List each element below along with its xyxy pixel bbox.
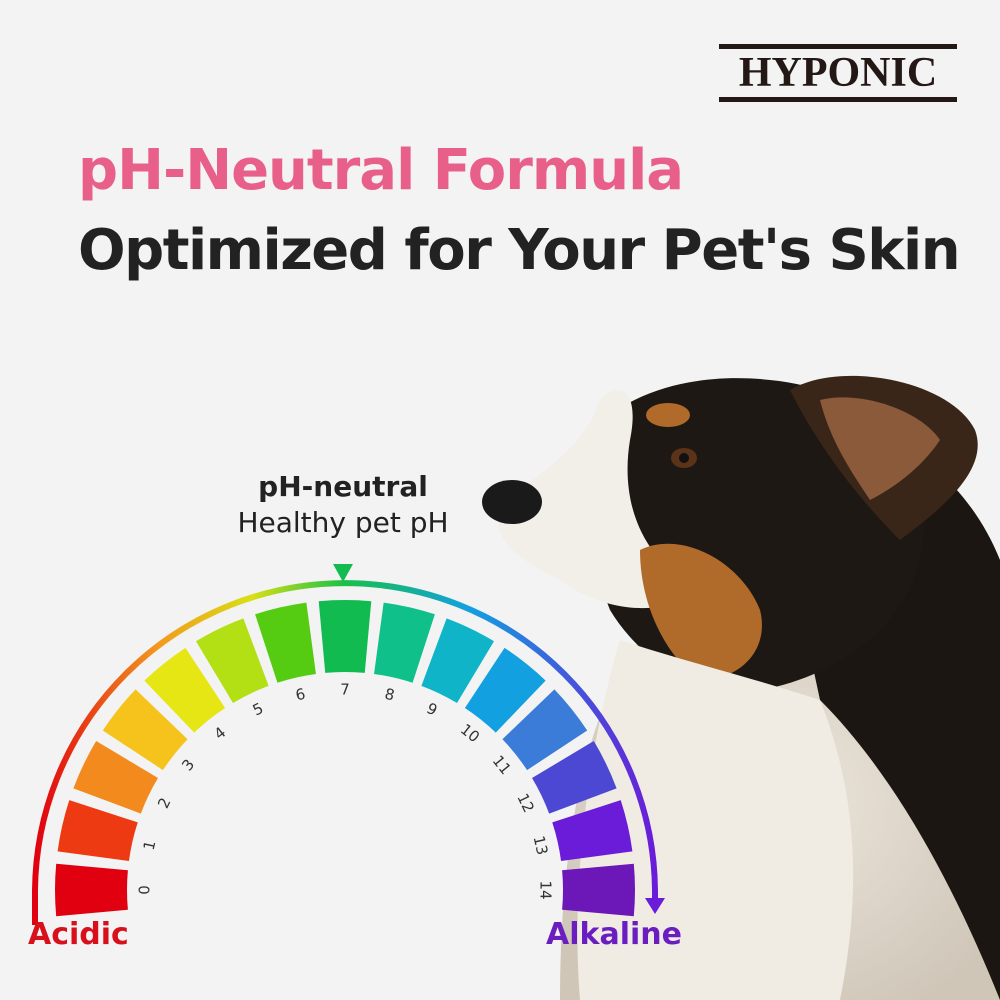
alkaline-label: Alkaline [546, 917, 682, 952]
logo-bottom-rule [719, 97, 957, 102]
ph-segment-2 [73, 741, 158, 814]
ph-segment-13 [552, 800, 633, 861]
logo-top-rule [719, 44, 957, 49]
ph-scale-label: 9 [424, 699, 440, 719]
ph-segment-7 [318, 600, 372, 673]
ph-scale-label: 4 [211, 723, 230, 743]
logo-text: HYPONIC [738, 50, 938, 96]
ph-segment-11 [502, 689, 588, 771]
brand-logo: HYPONIC [719, 44, 957, 102]
ph-segment-1 [57, 800, 138, 861]
marker-subtitle: Healthy pet pH [237, 506, 449, 539]
ph-segment-0 [54, 863, 128, 917]
ph-scale-label: 14 [537, 880, 555, 899]
ph-scale-label: 11 [489, 752, 515, 778]
ph-segment-4 [144, 647, 226, 733]
ph-segment-14 [562, 863, 635, 917]
ph-scale-label: 13 [530, 834, 552, 857]
ph-segment-3 [102, 689, 188, 771]
ph-scale-label: 6 [294, 685, 307, 705]
ph-scale-label: 7 [340, 681, 350, 699]
gauge-outer-arc [32, 580, 658, 925]
ph-segment-9 [421, 618, 494, 703]
ph-scale-label: 0 [136, 885, 154, 895]
ph-scale-label: 1 [140, 839, 160, 852]
headline-main: Optimized for Your Pet's Skin [78, 218, 961, 283]
ph-segment-10 [464, 647, 546, 733]
ph-scale-label: 10 [457, 720, 483, 746]
acidic-label: Acidic [28, 917, 129, 952]
arrow-head-icon [645, 898, 665, 914]
ph-scale-label: 12 [513, 790, 538, 815]
ph-scale-label: 2 [154, 795, 174, 811]
marker-title: pH-neutral [258, 470, 428, 503]
ph-segment-12 [532, 741, 617, 814]
ph-scale-label: 3 [178, 756, 198, 775]
ph-scale-label: 8 [383, 685, 396, 705]
ph-segment-5 [196, 618, 269, 703]
ph-segment-8 [374, 602, 435, 683]
ph-segment-6 [255, 602, 316, 683]
neutral-marker-triangle-icon [333, 564, 353, 582]
headline-accent: pH-Neutral Formula [78, 138, 684, 203]
ph-scale-label: 5 [250, 699, 266, 719]
